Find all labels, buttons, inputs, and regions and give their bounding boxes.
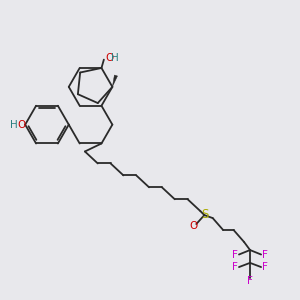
- Text: F: F: [247, 276, 253, 286]
- Text: F: F: [232, 250, 238, 260]
- Text: O: O: [190, 221, 198, 231]
- Text: O: O: [105, 52, 114, 62]
- Text: F: F: [232, 262, 238, 272]
- Text: F: F: [262, 250, 268, 260]
- Text: F: F: [262, 262, 268, 272]
- Text: H: H: [10, 120, 18, 130]
- Text: H: H: [111, 52, 119, 62]
- Text: O: O: [17, 120, 26, 130]
- Polygon shape: [112, 75, 118, 87]
- Text: S: S: [201, 208, 208, 221]
